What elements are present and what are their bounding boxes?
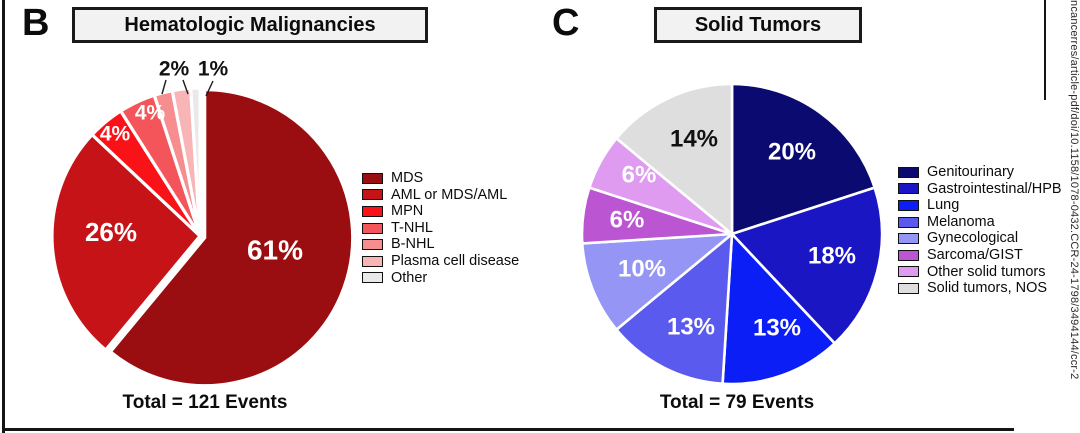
pie-slice-lung bbox=[721, 230, 837, 386]
legend-item-label: T-NHL bbox=[391, 219, 433, 236]
legend-item: T-NHL bbox=[362, 220, 519, 237]
legend-item-label: Genitourinary bbox=[927, 164, 1015, 181]
pie-chart-c: 20% 18% 13% 13% 10% 6% 6% 14% bbox=[580, 82, 884, 386]
panel-title-hematologic-label: Hematologic Malignancies bbox=[124, 13, 376, 36]
legend-swatch bbox=[898, 266, 919, 278]
pie-slice-percentage-label: 4% bbox=[135, 102, 166, 125]
legend-item: Genitourinary bbox=[898, 164, 1062, 181]
legend-swatch bbox=[362, 239, 383, 251]
legend-swatch bbox=[362, 172, 383, 184]
pie-slice-percentage-label: 13% bbox=[753, 314, 801, 341]
figure-border-bottom bbox=[2, 428, 1014, 431]
figure-border-right bbox=[1044, 0, 1046, 100]
legend-swatch bbox=[362, 272, 383, 284]
pie-slice-gynecological bbox=[580, 232, 736, 332]
legend-swatch bbox=[898, 183, 919, 195]
legend-item: Other bbox=[362, 270, 519, 287]
legend-item: AML or MDS/AML bbox=[362, 187, 519, 204]
pie-slice-percentage-label: 1% bbox=[198, 58, 229, 81]
panel-title-solid-tumors: Solid Tumors bbox=[654, 7, 862, 43]
pie-slice-gastrointestinal-hpb bbox=[729, 186, 884, 346]
legend-item-label: Lung bbox=[927, 197, 960, 214]
pie-slice-aml-or-mds-aml bbox=[50, 132, 203, 353]
legend-hematologic: MDS AML or MDS/AML MPN T-NHL B-NHL Plasma cel… bbox=[362, 170, 519, 286]
panel-letter-c: C bbox=[552, 2, 580, 44]
legend-item-label: Other solid tumors bbox=[927, 263, 1046, 280]
pie-slice-percentage-label: 14% bbox=[670, 125, 718, 152]
pie-slice-percentage-label: 20% bbox=[768, 138, 816, 165]
legend-swatch bbox=[898, 282, 919, 294]
legend-item-label: MDS bbox=[391, 170, 424, 187]
pie-slice-percentage-label: 26% bbox=[85, 217, 137, 247]
panel-title-solid-tumors-label: Solid Tumors bbox=[694, 13, 822, 36]
pie-slice-melanoma bbox=[614, 231, 734, 386]
legend-item: MDS bbox=[362, 170, 519, 187]
pie-slice-percentage-label: 6% bbox=[610, 206, 645, 233]
legend-item: Sarcoma/GIST bbox=[898, 247, 1062, 264]
legend-solid-tumors: Genitourinary Gastrointestinal/HPB Lung Mel… bbox=[898, 164, 1062, 297]
legend-item-label: Gynecological bbox=[927, 230, 1019, 247]
total-events-c: Total = 79 Events bbox=[659, 392, 815, 413]
legend-swatch bbox=[898, 166, 919, 178]
legend-item: MPN bbox=[362, 203, 519, 220]
legend-item-label: AML or MDS/AML bbox=[391, 186, 508, 203]
legend-item: Lung bbox=[898, 197, 1062, 214]
legend-item: Other solid tumors bbox=[898, 264, 1062, 281]
pie-slice-mds bbox=[108, 88, 355, 388]
legend-item-label: B-NHL bbox=[391, 236, 435, 253]
pie-slice-solid-tumors-nos bbox=[614, 82, 734, 237]
legend-swatch bbox=[898, 249, 919, 261]
panel-letter-b: B bbox=[22, 2, 50, 44]
pie-slice-percentage-label: 10% bbox=[618, 255, 666, 282]
pie-slice-percentage-label: 61% bbox=[247, 234, 303, 265]
legend-swatch bbox=[362, 205, 383, 217]
legend-item: Gynecological bbox=[898, 230, 1062, 247]
legend-item-label: Melanoma bbox=[927, 213, 995, 230]
figure-border-left bbox=[2, 0, 5, 433]
pie-slice-percentage-label: 2% bbox=[159, 58, 190, 81]
legend-item: B-NHL bbox=[362, 236, 519, 253]
legend-item: Solid tumors, NOS bbox=[898, 280, 1062, 297]
legend-swatch bbox=[362, 189, 383, 201]
legend-swatch bbox=[362, 255, 383, 267]
label-leader-line bbox=[161, 79, 167, 95]
total-events-b: Total = 121 Events bbox=[122, 392, 288, 413]
label-leader-line bbox=[205, 80, 214, 97]
legend-item-label: Gastrointestinal/HPB bbox=[927, 180, 1062, 197]
legend-item-label: MPN bbox=[391, 203, 424, 220]
pie-slice-percentage-label: 18% bbox=[808, 242, 856, 269]
pie-slice-other bbox=[189, 86, 202, 237]
legend-swatch bbox=[898, 216, 919, 228]
pie-slice-genitourinary bbox=[730, 82, 877, 236]
panel-title-hematologic: Hematologic Malignancies bbox=[72, 7, 428, 43]
legend-swatch bbox=[898, 233, 919, 245]
pie-slice-percentage-label: 13% bbox=[667, 313, 715, 340]
journal-watermark-text: ncancerres/article-pdf/doi/10.1158/1078-… bbox=[1068, 0, 1080, 380]
label-leader-line bbox=[182, 79, 189, 95]
legend-item-label: Other bbox=[391, 269, 428, 286]
legend-item: Gastrointestinal/HPB bbox=[898, 181, 1062, 198]
legend-item: Melanoma bbox=[898, 214, 1062, 231]
legend-item-label: Sarcoma/GIST bbox=[927, 247, 1023, 264]
pie-slice-percentage-label: 4% bbox=[100, 123, 131, 146]
legend-item-label: Plasma cell disease bbox=[391, 253, 520, 270]
legend-item-label: Solid tumors, NOS bbox=[927, 280, 1048, 297]
legend-item: Plasma cell disease bbox=[362, 253, 519, 270]
pie-chart-b: 61% 26% 4%4% 2% 1% bbox=[50, 58, 355, 388]
legend-swatch bbox=[362, 222, 383, 234]
pie-slice-percentage-label: 6% bbox=[622, 161, 657, 188]
legend-swatch bbox=[898, 199, 919, 211]
